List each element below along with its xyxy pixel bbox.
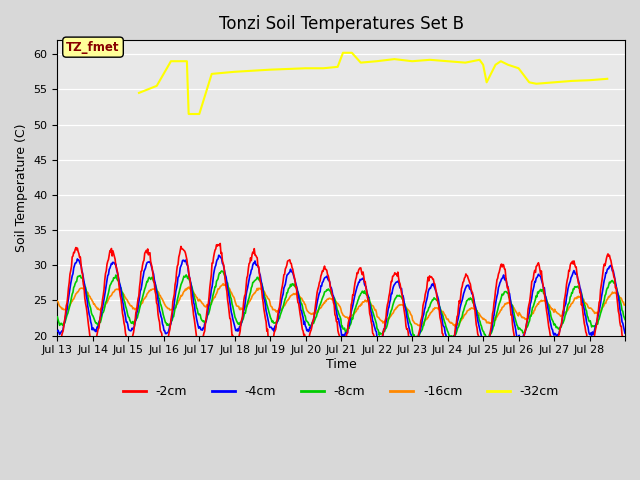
Title: Tonzi Soil Temperatures Set B: Tonzi Soil Temperatures Set B [219,15,464,33]
X-axis label: Time: Time [326,358,356,371]
Y-axis label: Soil Temperature (C): Soil Temperature (C) [15,124,28,252]
Legend: -2cm, -4cm, -8cm, -16cm, -32cm: -2cm, -4cm, -8cm, -16cm, -32cm [118,380,564,403]
Text: TZ_fmet: TZ_fmet [67,41,120,54]
